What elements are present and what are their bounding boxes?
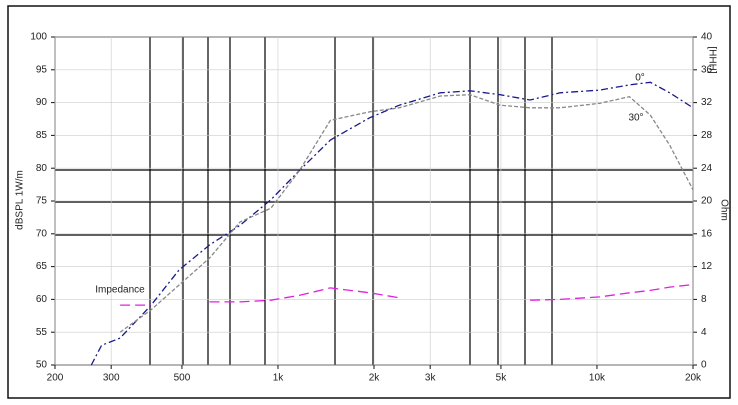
legend-label: 30° bbox=[628, 113, 643, 124]
y2-tick-label: 0 bbox=[701, 360, 707, 371]
x-tick-label: 300 bbox=[103, 373, 120, 384]
x-tick-label: 1k bbox=[273, 373, 285, 384]
y2-tick-label: 16 bbox=[701, 228, 713, 239]
annotation: [HHH] bbox=[706, 46, 717, 73]
y2-tick-label: 36 bbox=[701, 64, 713, 75]
x-tick-label: 2k bbox=[369, 373, 381, 384]
y2-tick-label: 20 bbox=[701, 196, 713, 207]
legend-label: 0° bbox=[635, 73, 645, 84]
y-tick-label: 70 bbox=[36, 228, 48, 239]
legend-label: Impedance bbox=[95, 285, 145, 296]
y2-tick-label: 8 bbox=[701, 294, 707, 305]
y2-tick-label: 12 bbox=[701, 261, 713, 272]
series-line bbox=[90, 81, 694, 366]
y-tick-label: 65 bbox=[36, 261, 48, 272]
x-tick-label: 10k bbox=[589, 373, 606, 384]
y2-axis-label: Ohm bbox=[718, 199, 729, 221]
y-tick-label: 75 bbox=[36, 196, 48, 207]
x-tick-label: 500 bbox=[174, 373, 191, 384]
y-tick-label: 90 bbox=[36, 97, 48, 108]
series-line bbox=[119, 94, 694, 333]
y-axis-label: dBSPL 1W/m bbox=[15, 170, 26, 230]
y-tick-label: 50 bbox=[36, 360, 48, 371]
y-tick-label: 55 bbox=[36, 327, 48, 338]
y2-tick-label: 4 bbox=[701, 327, 707, 338]
y-tick-label: 85 bbox=[36, 130, 48, 141]
x-tick-label: 200 bbox=[47, 373, 64, 384]
x-tick-label: 5k bbox=[496, 373, 508, 384]
y2-tick-label: 24 bbox=[701, 163, 713, 174]
y-tick-label: 80 bbox=[36, 163, 48, 174]
y2-tick-label: 40 bbox=[701, 32, 713, 43]
y-tick-label: 95 bbox=[36, 64, 48, 75]
y2-tick-label: 32 bbox=[701, 97, 713, 108]
y-tick-label: 100 bbox=[30, 32, 47, 43]
series-line bbox=[120, 283, 694, 306]
y-tick-label: 60 bbox=[36, 294, 48, 305]
y2-tick-label: 28 bbox=[701, 130, 713, 141]
x-tick-label: 20k bbox=[685, 373, 702, 384]
x-tick-label: 3k bbox=[425, 373, 437, 384]
